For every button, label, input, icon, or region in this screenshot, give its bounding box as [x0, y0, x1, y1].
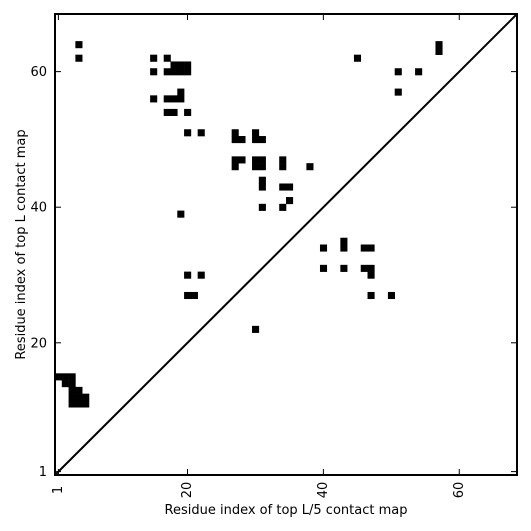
contact-cell-upper: [258, 136, 266, 144]
contact-cell-upper: [177, 210, 185, 218]
contact-cell-upper: [258, 183, 266, 191]
contact-cell-upper: [258, 203, 266, 211]
contact-cell-upper: [150, 95, 158, 103]
contact-cell-upper: [435, 41, 443, 49]
y-tick-label: 40: [30, 201, 47, 216]
contact-cell-upper: [184, 271, 192, 279]
contact-cell-upper: [163, 54, 171, 62]
contact-cell-upper: [367, 264, 375, 272]
contact-cell-upper: [177, 61, 185, 69]
y-tick-label: 20: [30, 336, 47, 351]
contact-cell-upper: [197, 271, 205, 279]
contact-cell-upper: [258, 156, 266, 164]
contact-cell-upper: [190, 291, 198, 300]
y-tick-label: 1: [39, 465, 47, 480]
contact-cell-upper: [252, 325, 260, 333]
contact-cell-lower: [55, 373, 63, 381]
contact-cell-upper: [258, 163, 266, 171]
contact-cell-upper: [360, 264, 368, 272]
contact-cell-upper: [184, 108, 192, 116]
contact-cell-lower: [75, 393, 83, 401]
contact-cell-upper: [252, 156, 260, 164]
contact-cell-upper: [279, 203, 287, 211]
contact-cell-upper: [279, 183, 287, 191]
contact-cell-upper: [184, 68, 192, 76]
contact-cell-upper: [238, 156, 246, 164]
contact-cell-upper: [177, 68, 185, 76]
contact-cell-upper: [367, 271, 375, 279]
contact-cell-upper: [394, 68, 402, 76]
contact-cell-upper: [170, 108, 178, 116]
contact-cell-upper: [197, 129, 205, 137]
contact-cell-upper: [184, 129, 192, 137]
x-axis-label: Residue index of top L/5 contact map: [165, 503, 408, 518]
contact-cell-upper: [353, 54, 362, 62]
contact-cell-upper: [150, 68, 158, 76]
contact-cell-lower: [75, 386, 83, 394]
contact-cell-lower: [75, 400, 83, 408]
contact-cell-upper: [252, 129, 260, 137]
contact-cell-upper: [184, 61, 192, 69]
contact-cell-upper: [340, 237, 348, 245]
contact-cell-upper: [238, 136, 246, 144]
contact-cell-upper: [170, 61, 178, 69]
contact-cell-upper: [415, 68, 423, 76]
contact-cell-upper: [394, 88, 402, 96]
contact-cell-upper: [360, 244, 368, 252]
tick-labels: 1 20 40 60 1 20 40 60: [30, 65, 466, 498]
contact-cell-upper: [286, 183, 294, 191]
contact-cell-upper: [150, 54, 158, 62]
contact-cell-upper: [340, 244, 348, 252]
contact-cell-upper: [231, 156, 239, 164]
contact-cell-upper: [252, 136, 260, 144]
y-axis-label: Residue index of top L contact map: [14, 129, 29, 359]
contact-cell-lower: [68, 386, 76, 394]
contact-cell-lower: [82, 400, 90, 408]
contact-cell-upper: [319, 264, 328, 272]
contact-cells: [55, 41, 443, 408]
contact-cell-upper: [163, 95, 171, 103]
contact-cell-upper: [163, 108, 171, 116]
contact-cell-upper: [184, 291, 192, 300]
contact-cell-upper: [279, 163, 287, 171]
contact-cell-upper: [75, 41, 83, 49]
y-tick-label: 60: [30, 65, 47, 80]
contact-cell-upper: [231, 136, 239, 144]
plot-frame: [54, 13, 518, 476]
contact-cell-upper: [306, 163, 314, 171]
x-tick-label: 20: [180, 482, 195, 499]
contact-cell-upper: [435, 47, 443, 55]
x-tick-label: 40: [316, 482, 331, 499]
contact-cell-upper: [252, 163, 260, 171]
x-tick-label: 60: [452, 482, 467, 499]
contact-cell-upper: [177, 88, 185, 96]
x-tick-label: 1: [51, 486, 66, 494]
contact-cell-upper: [231, 163, 239, 171]
contact-cell-lower: [61, 373, 69, 381]
contact-cell-upper: [170, 95, 178, 103]
contact-cell-upper: [340, 264, 348, 272]
contact-cell-lower: [68, 400, 76, 408]
contact-cell-upper: [367, 244, 375, 252]
contact-cell-upper: [163, 68, 171, 76]
contact-cell-lower: [68, 393, 76, 401]
contact-cell-upper: [177, 95, 185, 103]
contact-cell-upper: [75, 54, 83, 62]
contact-cell-lower: [68, 380, 76, 388]
contact-cell-upper: [319, 244, 328, 252]
contact-cell-lower: [68, 373, 76, 381]
contact-cell-lower: [82, 393, 90, 401]
contact-cell-upper: [279, 156, 287, 164]
contact-cell-upper: [286, 197, 294, 205]
contact-cell-lower: [61, 380, 69, 388]
contact-cell-upper: [231, 129, 239, 137]
contact-cell-upper: [258, 176, 266, 184]
contact-cell-upper: [367, 291, 375, 300]
contact-cell-upper: [387, 291, 395, 300]
diagonal-line: [54, 13, 518, 476]
contact-cell-upper: [170, 68, 178, 76]
